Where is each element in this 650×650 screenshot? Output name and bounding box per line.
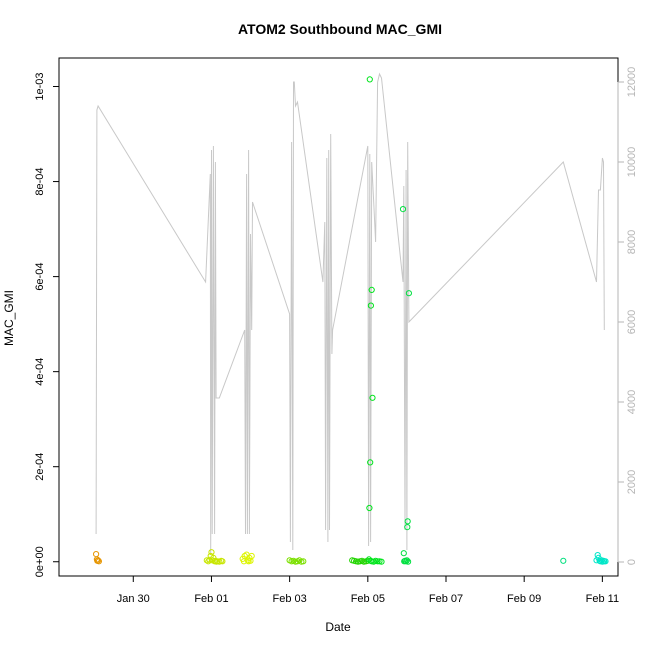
y2-axis: 0 2000 4000 6000 8000 10000 12000 <box>617 67 638 565</box>
y2-tick-label: 0 <box>626 559 638 565</box>
x-tick-label: Feb 09 <box>507 593 541 605</box>
y-tick-label: 1e-03 <box>34 72 46 100</box>
data-point <box>95 557 102 564</box>
data-point <box>366 504 373 512</box>
y-tick-label: 2e-04 <box>34 453 46 481</box>
secondary-series-line <box>95 72 605 555</box>
data-point <box>364 557 371 564</box>
data-point <box>366 76 373 83</box>
data-point <box>93 551 100 558</box>
x-tick-label: Feb 03 <box>273 593 307 605</box>
data-point <box>219 558 226 565</box>
y-tick-label: 4e-04 <box>34 358 46 386</box>
y2-tick-label: 10000 <box>626 147 638 178</box>
x-axis: Jan 30 Feb 01 Feb 03 Feb 05 Feb 07 Feb 09 Feb … <box>117 575 619 605</box>
y-axis-label: MAC_GMI <box>2 290 16 346</box>
data-point <box>369 394 376 401</box>
data-point <box>300 558 307 565</box>
data-point <box>368 286 375 293</box>
point-layer <box>93 76 609 565</box>
data-point <box>378 558 385 565</box>
secondary-line-layer <box>95 72 605 555</box>
chart-title: ATOM2 Southbound MAC_GMI <box>238 21 442 37</box>
data-point <box>405 290 412 297</box>
y-tick-label: 6e-04 <box>34 263 46 291</box>
y2-tick-label: 6000 <box>626 310 638 334</box>
data-point <box>245 558 252 565</box>
y-tick-label: 0e+00 <box>34 546 46 577</box>
data-point <box>401 558 408 565</box>
data-point <box>374 558 381 565</box>
y-tick-label: 8e-04 <box>34 167 46 195</box>
x-tick-label: Feb 01 <box>194 593 228 605</box>
data-point <box>203 557 210 564</box>
x-tick-label: Feb 07 <box>429 593 463 605</box>
data-point <box>403 557 410 564</box>
x-axis-label: Date <box>325 620 351 634</box>
data-point <box>399 206 407 213</box>
x-tick-label: Feb 11 <box>586 593 619 605</box>
y2-tick-label: 2000 <box>626 470 638 494</box>
data-point <box>95 558 103 565</box>
y2-tick-label: 8000 <box>626 230 638 254</box>
data-point <box>367 302 374 309</box>
data-point <box>594 552 601 559</box>
data-point <box>205 558 212 565</box>
data-point <box>400 550 407 557</box>
data-point <box>404 518 411 525</box>
plot-frame <box>58 57 619 577</box>
data-point <box>404 524 411 531</box>
y2-tick-label: 12000 <box>626 67 638 98</box>
data-point <box>367 459 374 466</box>
data-point <box>560 557 567 564</box>
data-point <box>208 549 215 556</box>
y-axis: 0e+00 2e-04 4e-04 6e-04 8e-04 1e-03 <box>34 72 60 577</box>
x-tick-label: Jan 30 <box>117 593 150 605</box>
y2-tick-label: 4000 <box>626 390 638 414</box>
data-point <box>248 552 255 560</box>
data-point <box>405 558 412 565</box>
x-tick-label: Feb 05 <box>351 593 385 605</box>
data-point <box>602 558 609 565</box>
data-point <box>212 557 219 564</box>
